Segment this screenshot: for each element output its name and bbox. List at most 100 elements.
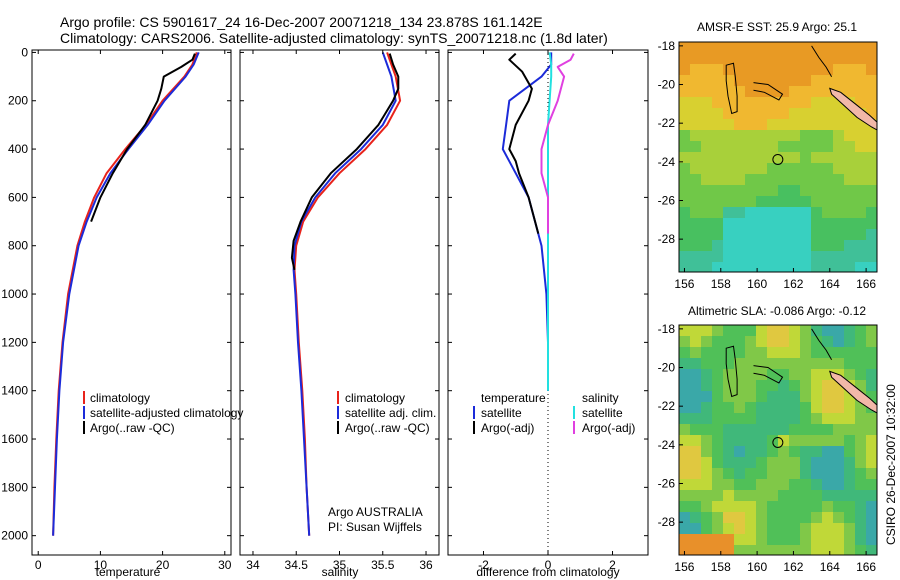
map-cell xyxy=(734,512,746,524)
legend-label-sal-argo: Argo(-adj) xyxy=(582,421,635,435)
map-cell xyxy=(679,207,691,219)
map-cell xyxy=(844,42,856,54)
map-cell xyxy=(844,53,856,65)
map-cell xyxy=(712,479,724,491)
map-cell xyxy=(800,75,812,87)
map-cell xyxy=(756,141,768,153)
map-cell xyxy=(679,325,691,337)
map-cell xyxy=(767,457,779,469)
map-cell xyxy=(866,380,877,392)
map-cell xyxy=(756,119,768,131)
map-cell xyxy=(811,207,823,219)
map-cell xyxy=(778,545,790,555)
map-cell xyxy=(734,152,746,164)
series-line-3 xyxy=(540,53,575,234)
side-caption: CSIRO 26-Dec-2007 10:32:00 xyxy=(884,384,898,545)
map-cell xyxy=(778,413,790,425)
map-cell xyxy=(800,251,812,263)
map-y-tick-label: -20 xyxy=(658,78,676,92)
map-cell xyxy=(866,130,877,142)
map-cell xyxy=(811,479,823,491)
map-cell xyxy=(690,75,702,87)
map-cell xyxy=(822,196,834,208)
map-cell xyxy=(778,75,790,87)
map-cell xyxy=(833,174,845,186)
map-cell xyxy=(866,545,877,555)
credits-line-2: PI: Susan Wijffels xyxy=(328,520,422,534)
map-cell xyxy=(811,512,823,524)
map-cell xyxy=(701,75,713,87)
map-cell xyxy=(866,347,877,359)
map-cell xyxy=(679,446,691,458)
map-cell xyxy=(712,534,724,546)
map-cell xyxy=(690,545,702,555)
map-cell xyxy=(822,119,834,131)
map-cell xyxy=(767,534,779,546)
map-y-tick-label: -18 xyxy=(658,322,676,336)
map-cell xyxy=(778,152,790,164)
map-cell xyxy=(756,97,768,109)
map-cell xyxy=(712,207,724,219)
map-cell xyxy=(822,185,834,197)
map-cell xyxy=(734,53,746,65)
series-line-2 xyxy=(90,53,196,222)
map-cell xyxy=(767,347,779,359)
map-cell xyxy=(734,545,746,555)
map-cell xyxy=(789,218,801,230)
legend-label-temp-satellite: satellite xyxy=(481,406,522,420)
map-cell xyxy=(712,501,724,513)
map-cell xyxy=(811,229,823,241)
map-cell xyxy=(756,446,768,458)
header-line-1: Argo profile: CS 5901617_24 16-Dec-2007 … xyxy=(60,14,543,30)
map-cell xyxy=(767,380,779,392)
map-cell xyxy=(844,501,856,513)
map-cell xyxy=(789,64,801,76)
map-cell xyxy=(701,218,713,230)
map-cell xyxy=(701,262,713,272)
map-cell xyxy=(778,336,790,348)
map-cell xyxy=(756,218,768,230)
map-cell xyxy=(679,196,691,208)
map-cell xyxy=(745,457,757,469)
legend-label-argo: Argo(..raw -QC) xyxy=(90,421,175,435)
map-cell xyxy=(833,391,845,403)
map-cell xyxy=(844,229,856,241)
reef-chesterfield xyxy=(725,62,738,115)
map-cell xyxy=(789,240,801,252)
map-cell xyxy=(679,358,691,370)
map-cell xyxy=(789,490,801,502)
map-cell xyxy=(712,229,724,241)
map-cell xyxy=(712,64,724,76)
map-cell xyxy=(855,75,867,87)
map-cell xyxy=(690,152,702,164)
map-cell xyxy=(789,457,801,469)
map-cell xyxy=(767,336,779,348)
map-cell xyxy=(822,325,834,337)
map-cell xyxy=(811,97,823,109)
map-cell xyxy=(844,391,856,403)
map-cell xyxy=(756,501,768,513)
map-cell xyxy=(767,174,779,186)
map-cell xyxy=(734,391,746,403)
map-cell xyxy=(745,512,757,524)
map-cell xyxy=(844,479,856,491)
map-cell xyxy=(833,325,845,337)
map-cell xyxy=(712,512,724,524)
map-cell xyxy=(734,42,746,54)
map-cell xyxy=(712,402,724,414)
map-cell xyxy=(690,490,702,502)
map-cell xyxy=(800,501,812,513)
map-cell xyxy=(690,325,702,337)
map-cell xyxy=(679,424,691,436)
map-cell xyxy=(789,402,801,414)
map-cell xyxy=(712,435,724,447)
map-cell xyxy=(789,336,801,348)
map-cell xyxy=(833,53,845,65)
reef-bellona xyxy=(753,365,784,384)
map-cell xyxy=(844,523,856,535)
y-tick-label: 400 xyxy=(8,142,28,156)
map-y-tick-label: -18 xyxy=(658,39,676,53)
map-cell xyxy=(866,108,877,120)
map-cell xyxy=(789,251,801,263)
header-line-2: Climatology: CARS2006. Satellite-adjuste… xyxy=(60,30,608,46)
